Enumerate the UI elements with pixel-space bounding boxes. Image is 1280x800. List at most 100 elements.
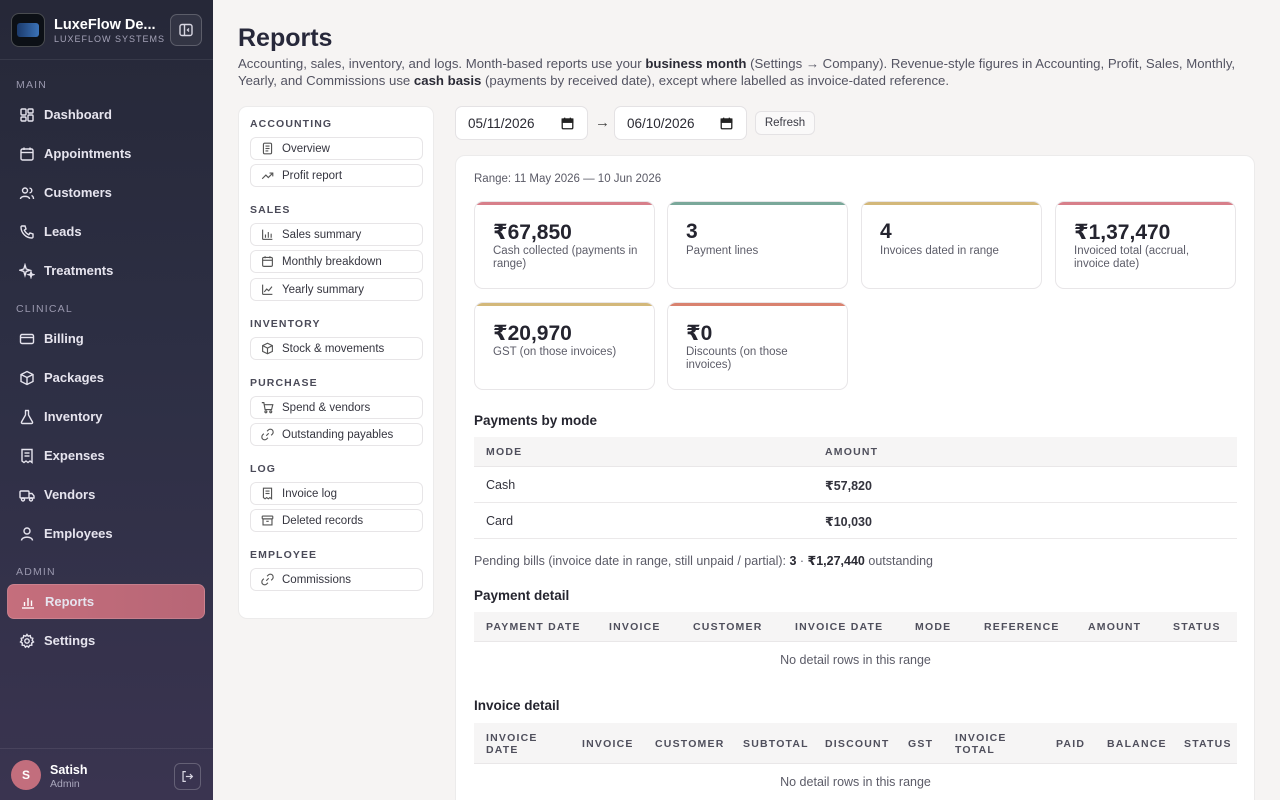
stat-label: Discounts (on those invoices) [686,346,788,371]
col-status: STATUS [1173,621,1221,633]
stat-label: Cash collected (payments in range) [493,245,638,270]
report-spend-vendors-label: Spend & vendors [282,401,371,414]
group-accounting: ACCOUNTING [250,118,333,130]
avatar[interactable]: S [11,760,41,790]
report-profit-label: Profit report [282,169,343,182]
desc-bold-1: business month [645,56,747,71]
nav-reports-label: Reports [45,594,95,609]
report-stock-movements[interactable]: Stock & movements [250,337,423,360]
nav-leads[interactable]: Leads [7,214,205,249]
trending-up-icon [261,172,274,180]
nav-inventory[interactable]: Inventory [7,399,205,434]
col-mode: MODE [915,621,952,633]
nav-employees[interactable]: Employees [7,516,205,551]
nav-packages[interactable]: Packages [7,360,205,395]
report-invoice-log[interactable]: Invoice log [250,482,423,505]
row-amount: ₹57,820 [825,479,872,493]
nav-billing-label: Billing [44,331,84,346]
col-balance: BALANCE [1107,738,1167,750]
group-inventory: INVENTORY [250,318,321,330]
calendar-icon [20,147,34,161]
nav-vendors-label: Vendors [44,487,96,502]
report-outstanding-payables[interactable]: Outstanding payables [250,423,423,446]
report-overview[interactable]: Overview [250,137,423,160]
nav-reports[interactable]: Reports [7,584,205,619]
col-invoice-date-line2: DATE [486,744,519,756]
nav-inventory-label: Inventory [44,409,103,424]
nav-expenses-label: Expenses [44,448,105,463]
invoice-detail-header: INVOICE DATE INVOICE CUSTOMER SUBTOTAL DI… [474,723,1237,764]
nav-settings[interactable]: Settings [7,623,205,658]
link-icon [261,573,274,586]
report-commissions[interactable]: Commissions [250,568,423,591]
from-date-input[interactable]: 05/11/2026 [455,106,588,140]
stat-gst: ₹20,970 GST (on those invoices) [474,302,655,390]
bar-chart-icon [22,597,34,609]
col-reference: REFERENCE [984,621,1060,633]
stat-accent-bar [1056,202,1235,205]
report-yearly-summary-label: Yearly summary [282,283,365,296]
receipt-icon [262,487,273,500]
nav-leads-label: Leads [44,224,82,239]
brand-logo [11,13,45,47]
section-main: MAIN [16,79,48,91]
nav-customers-label: Customers [44,185,112,200]
nav-expenses[interactable]: Expenses [7,438,205,473]
report-yearly-summary[interactable]: Yearly summary [250,278,423,301]
report-sales-summary[interactable]: Sales summary [250,223,423,246]
nav-employees-label: Employees [44,526,113,541]
credit-card-icon [19,333,35,344]
nav-vendors[interactable]: Vendors [7,477,205,512]
col-paid: PAID [1056,738,1086,750]
desc-part-1: Accounting, sales, inventory, and logs. … [238,56,646,71]
section-clinical: CLINICAL [16,303,73,315]
report-commissions-label: Commissions [282,573,352,586]
nav-dashboard[interactable]: Dashboard [7,97,205,132]
group-sales: SALES [250,204,291,216]
report-overview-label: Overview [282,142,330,155]
stat-accent-bar [475,303,654,306]
refresh-button[interactable]: Refresh [755,111,815,135]
payments-by-mode-title: Payments by mode [474,413,598,428]
to-date-value: 06/10/2026 [627,115,695,131]
invoice-detail-empty: No detail rows in this range [780,775,931,789]
group-purchase: PURCHASE [250,377,318,389]
nav-appointments[interactable]: Appointments [7,136,205,171]
nav-billing[interactable]: Billing [7,321,205,356]
report-profit[interactable]: Profit report [250,164,423,187]
phone-icon [20,224,34,239]
report-deleted-records[interactable]: Deleted records [250,509,423,532]
dashboard-icon [20,107,34,122]
col-invoice-total-line2: TOTAL [955,744,996,756]
stat-value: 4 [880,220,892,243]
to-date-input[interactable]: 06/10/2026 [614,106,747,140]
stat-accent-bar [668,202,847,205]
nav-appointments-label: Appointments [44,146,132,161]
report-spend-vendors[interactable]: Spend & vendors [250,396,423,419]
bar-chart-icon [262,229,273,240]
nav-packages-label: Packages [44,370,104,385]
pending-sep: · [796,554,808,568]
logout-icon [182,771,194,782]
row-amount: ₹10,030 [825,515,872,529]
stat-accent-bar [668,303,847,306]
users-icon [19,186,35,199]
row-mode: Cash [486,478,516,492]
payment-detail-empty: No detail rows in this range [780,653,931,667]
desc-bold-2: cash basis [413,72,482,88]
col-invoice-date-line1: INVOICE [486,732,538,744]
report-monthly-breakdown[interactable]: Monthly breakdown [250,250,423,273]
user-name: Satish [50,763,88,777]
logout-button[interactable] [174,763,201,790]
stat-label: Payment lines [686,245,759,257]
nav-customers[interactable]: Customers [7,175,205,210]
collapse-sidebar-button[interactable] [170,14,202,46]
calendar-icon[interactable] [720,117,733,130]
col-amount: AMOUNT [825,446,879,458]
stat-value: ₹20,970 [493,322,572,345]
from-date-value: 05/11/2026 [468,115,535,131]
col-invoice-total-line1: INVOICE [955,732,1007,744]
calendar-icon[interactable] [561,117,574,130]
nav-treatments[interactable]: Treatments [7,253,205,288]
col-invoice: INVOICE [609,621,661,633]
